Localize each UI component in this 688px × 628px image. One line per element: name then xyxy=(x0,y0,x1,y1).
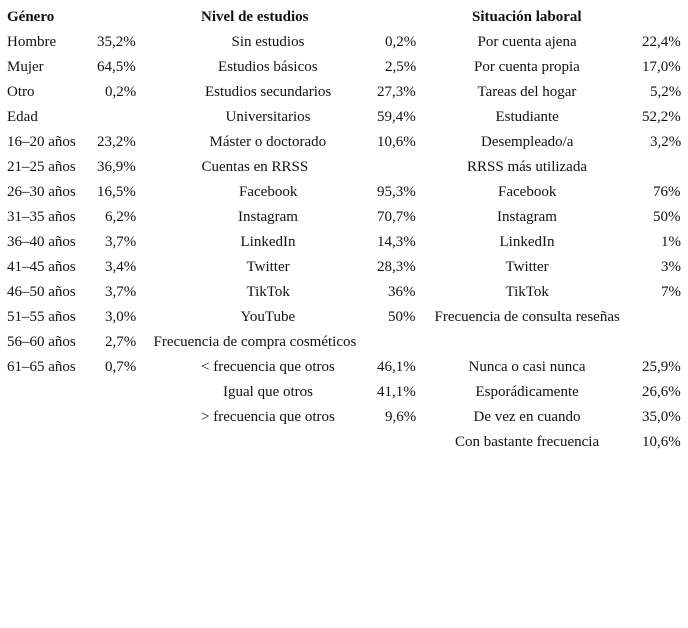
row-value: 22,4% xyxy=(642,34,681,50)
row-value: 10,6% xyxy=(642,434,681,450)
row-value: 70,7% xyxy=(377,209,416,225)
row-label: LinkedIn xyxy=(240,234,296,250)
row-label: Twitter xyxy=(505,259,549,275)
row-label: Estudiante xyxy=(495,109,559,125)
row-label: Por cuenta propia xyxy=(474,59,580,75)
row-value: 76% xyxy=(653,184,681,200)
row-label: Desempleado/a xyxy=(481,134,574,150)
row-value: 95,3% xyxy=(377,184,416,200)
row-label: Máster o doctorado xyxy=(209,134,327,150)
row-value: 3,7% xyxy=(105,234,137,250)
row-label: Instagram xyxy=(238,209,298,225)
section-label: Frecuencia de consulta reseñas xyxy=(434,309,620,325)
row-value: 52,2% xyxy=(642,109,681,125)
row-label: 56–60 años xyxy=(7,334,76,350)
row-label: 26–30 años xyxy=(7,184,76,200)
row-value: 3,7% xyxy=(105,284,137,300)
row-value: 64,5% xyxy=(97,59,136,75)
row-value: 2,5% xyxy=(385,59,417,75)
row-value: 17,0% xyxy=(642,59,681,75)
row-label: 61–65 años xyxy=(7,359,76,375)
row-value: 35,0% xyxy=(642,409,681,425)
row-label: Con bastante frecuencia xyxy=(455,434,600,450)
row-value: 2,7% xyxy=(105,334,137,350)
row-value: 28,3% xyxy=(377,259,416,275)
row-label: < frecuencia que otros xyxy=(201,359,335,375)
row-label: Twitter xyxy=(246,259,290,275)
row-value: 0,2% xyxy=(385,34,417,50)
row-label: Hombre xyxy=(7,34,57,50)
row-value: 3% xyxy=(661,259,681,275)
row-label: Tareas del hogar xyxy=(477,84,577,100)
row-label: TikTok xyxy=(505,284,549,300)
row-value: 3,4% xyxy=(105,259,137,275)
row-value: 9,6% xyxy=(385,409,417,425)
row-label: Mujer xyxy=(7,59,44,75)
row-value: 35,2% xyxy=(97,34,136,50)
row-value: 3,2% xyxy=(650,134,682,150)
row-value: 0,2% xyxy=(105,84,137,100)
row-label: Facebook xyxy=(498,184,557,200)
row-label: Esporádicamente xyxy=(475,384,579,400)
row-value: 7% xyxy=(661,284,681,300)
section-label: Cuentas en RRSS xyxy=(201,159,309,175)
row-value: 0,7% xyxy=(105,359,137,375)
row-value: 50% xyxy=(653,209,681,225)
row-value: 26,6% xyxy=(642,384,681,400)
row-label: Estudios secundarios xyxy=(205,84,332,100)
column-header: Nivel de estudios xyxy=(201,9,309,25)
row-label: Estudios básicos xyxy=(218,59,318,75)
row-label: 16–20 años xyxy=(7,134,76,150)
row-value: 5,2% xyxy=(650,84,682,100)
section-label: Frecuencia de compra cosméticos xyxy=(153,334,357,350)
row-label: Por cuenta ajena xyxy=(477,34,577,50)
row-label: De vez en cuando xyxy=(473,409,581,425)
column-header: Situación laboral xyxy=(472,9,582,25)
row-label: Facebook xyxy=(239,184,298,200)
row-label: Universitarios xyxy=(225,109,311,125)
row-value: 6,2% xyxy=(105,209,137,225)
row-label: 46–50 años xyxy=(7,284,76,300)
row-value: 59,4% xyxy=(377,109,416,125)
row-value: 36,9% xyxy=(97,159,136,175)
row-label: 31–35 años xyxy=(7,209,76,225)
row-value: 46,1% xyxy=(377,359,416,375)
row-value: 41,1% xyxy=(377,384,416,400)
row-label: Igual que otros xyxy=(223,384,313,400)
row-value: 25,9% xyxy=(642,359,681,375)
row-label: Sin estudios xyxy=(231,34,305,50)
row-label: 21–25 años xyxy=(7,159,76,175)
column-header: Género xyxy=(7,9,55,25)
row-label: TikTok xyxy=(246,284,290,300)
section-label: Edad xyxy=(7,109,38,125)
row-value: 14,3% xyxy=(377,234,416,250)
row-value: 10,6% xyxy=(377,134,416,150)
section-label: RRSS más utilizada xyxy=(467,159,587,175)
row-value: 16,5% xyxy=(97,184,136,200)
row-value: 27,3% xyxy=(377,84,416,100)
row-label: 51–55 años xyxy=(7,309,76,325)
row-value: 36% xyxy=(388,284,416,300)
row-label: LinkedIn xyxy=(499,234,555,250)
row-label: Nunca o casi nunca xyxy=(468,359,586,375)
row-value: 1% xyxy=(661,234,681,250)
row-label: 36–40 años xyxy=(7,234,76,250)
row-value: 3,0% xyxy=(105,309,137,325)
row-value: 50% xyxy=(388,309,416,325)
row-label: YouTube xyxy=(240,309,296,325)
row-label: Instagram xyxy=(497,209,557,225)
row-label: Otro xyxy=(7,84,35,100)
row-label: 41–45 años xyxy=(7,259,76,275)
row-label: > frecuencia que otros xyxy=(201,409,335,425)
row-value: 23,2% xyxy=(97,134,136,150)
